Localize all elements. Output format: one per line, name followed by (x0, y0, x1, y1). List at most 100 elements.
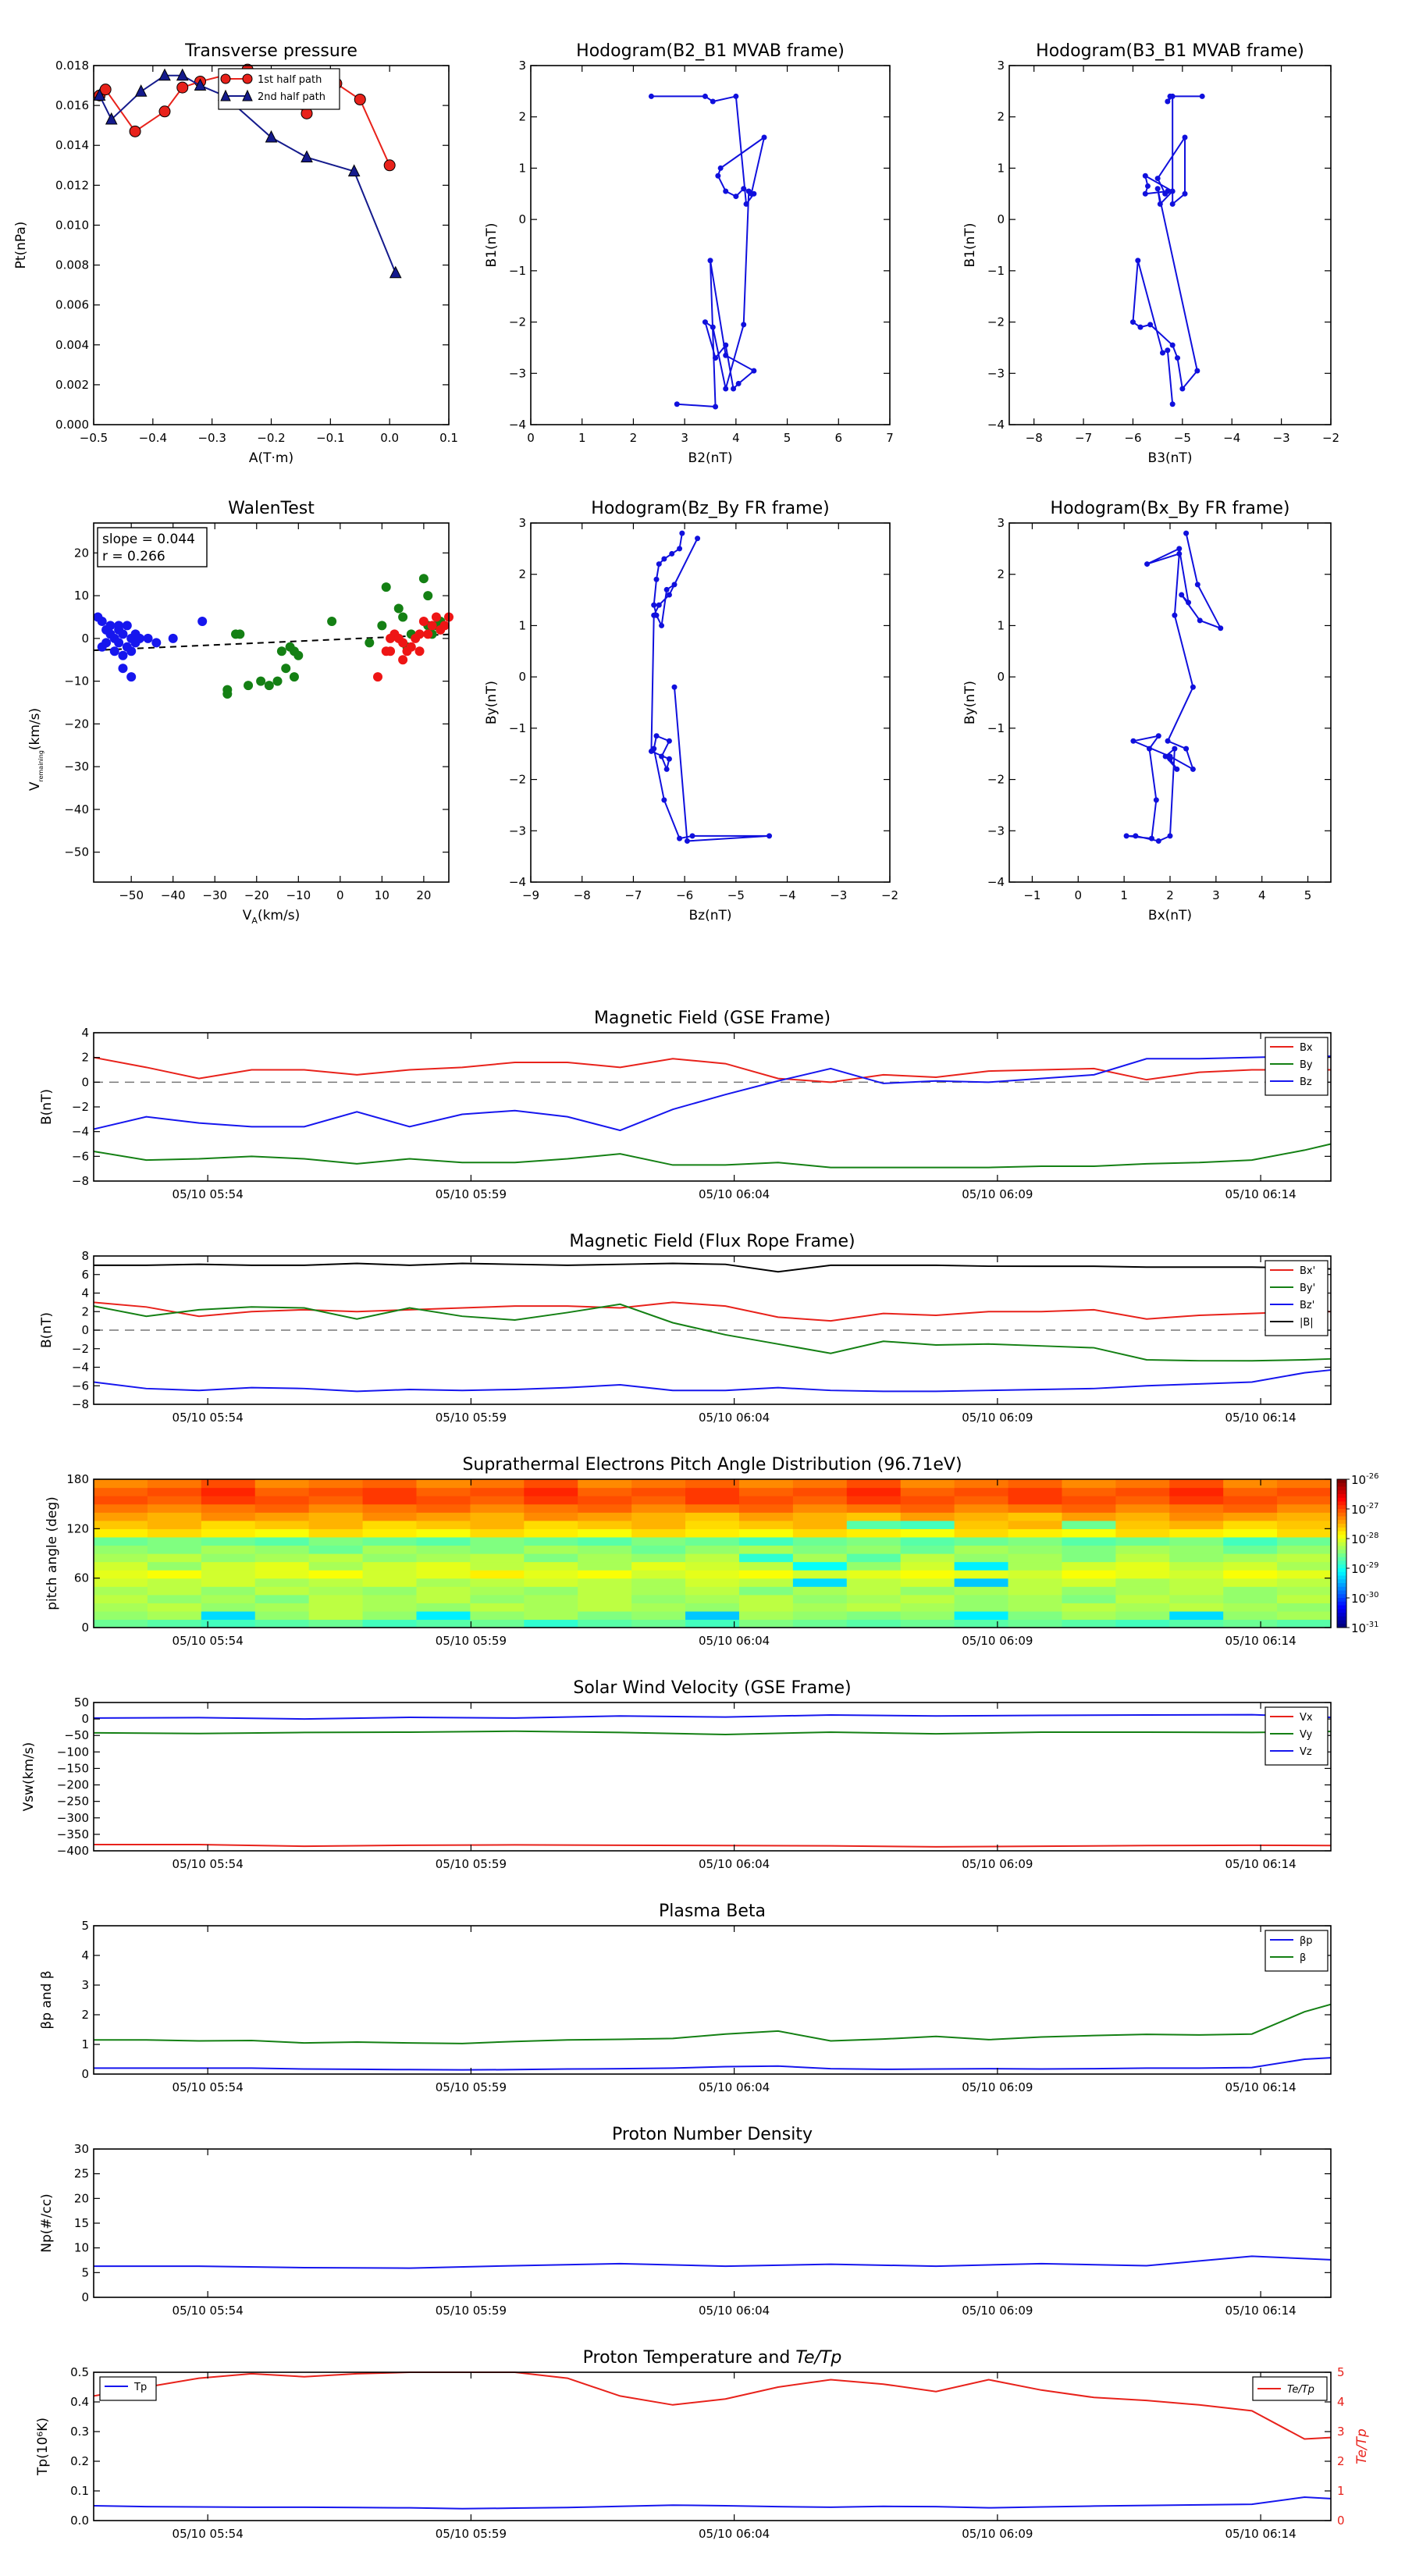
colorbar-tick-label: 10-31 (1351, 1621, 1378, 1635)
data-point (741, 186, 747, 192)
data-point (235, 629, 245, 639)
heatmap-cell (738, 1594, 794, 1603)
heatmap-cell (201, 1487, 256, 1496)
heatmap-cell (524, 1553, 578, 1563)
heatmap-cell (524, 1594, 578, 1603)
heatmap-cell (201, 1610, 256, 1621)
heatmap-cell (416, 1487, 471, 1496)
x-tick-label: 05/10 06:04 (699, 2304, 770, 2318)
y-axis-label: Vsw(km/s) (21, 1742, 37, 1812)
heatmap-cell (954, 1619, 1009, 1628)
heatmap-cell (524, 1545, 578, 1554)
heatmap-cell (201, 1520, 256, 1529)
data-point (1179, 592, 1185, 598)
heatmap-cell (1277, 1586, 1332, 1596)
colorbar-segment (1337, 1512, 1346, 1517)
y-axis-label: B(nT) (39, 1312, 55, 1348)
heatmap-cell (1277, 1503, 1332, 1513)
plot-frame (93, 2371, 1332, 2521)
heatmap-cell (578, 1512, 632, 1521)
heatmap-cell (416, 1553, 471, 1563)
heatmap-cell (254, 1619, 310, 1628)
heatmap-cell (94, 1487, 148, 1496)
data-point (97, 616, 107, 626)
colorbar-segment (1337, 1482, 1346, 1487)
heatmap-cell (362, 1536, 418, 1546)
heatmap-cell (1062, 1536, 1116, 1546)
legend-marker (220, 89, 231, 101)
x-tick-label: 05/10 05:54 (173, 2080, 244, 2094)
heatmap-cell (94, 1578, 148, 1587)
heatmap-cell (254, 1512, 310, 1521)
y-tick-label: 2 (81, 1051, 89, 1065)
y-tick-label: 5 (81, 2265, 89, 2279)
data-point (289, 672, 299, 682)
heatmap-cell (94, 1512, 148, 1521)
colorbar-segment (1337, 1575, 1346, 1580)
y-tick-label: 10 (74, 2241, 89, 2255)
heatmap-cell (738, 1496, 794, 1505)
data-point (1123, 833, 1129, 839)
heatmap-cell (94, 1496, 148, 1505)
y-tick-label: 0.002 (55, 378, 89, 392)
data-point (695, 535, 701, 542)
heatmap-cell (738, 1578, 794, 1587)
heatmap-cell (94, 1561, 148, 1571)
data-point (143, 633, 153, 643)
data-point (702, 93, 708, 99)
heatmap-cell (685, 1610, 740, 1621)
y-tick-label: 3 (997, 516, 1005, 530)
heatmap-cell (308, 1594, 364, 1603)
chart-pt: Transverse pressure −0.5 −0.4 −0.3 −0.2 −0.1 0… (13, 41, 458, 466)
heatmap-cell (685, 1503, 740, 1513)
x-tick-label: 05/10 06:09 (962, 1857, 1033, 1871)
heatmap-cell (94, 1570, 148, 1579)
heatmap-cell (201, 1578, 256, 1587)
y-right-tick-label: 3 (1337, 2425, 1345, 2439)
y-tick-label: −3 (987, 366, 1005, 380)
data-point (723, 386, 729, 392)
heatmap-cell (900, 1528, 955, 1538)
heatmap-cell (524, 1487, 578, 1496)
data-point (743, 201, 749, 207)
data-point (1154, 176, 1161, 182)
heatmap-cell (631, 1528, 686, 1538)
y-tick-label: 1 (997, 618, 1005, 632)
heatmap-cell (147, 1487, 202, 1496)
heatmap-cell (470, 1512, 525, 1521)
y-right-axis-label: Te/Tp (1354, 2428, 1370, 2464)
data-point (114, 638, 124, 648)
data-point (285, 642, 295, 652)
heatmap-cell (900, 1487, 955, 1496)
x-tick-label: 7 (886, 431, 894, 445)
data-point (389, 265, 402, 279)
x-axis-label-sub: A (251, 916, 258, 926)
heatmap-cell (1008, 1536, 1063, 1546)
colorbar-segment (1337, 1598, 1346, 1603)
heatmap-cell (578, 1528, 632, 1538)
heatmap-cell (147, 1503, 202, 1513)
heatmap-cell (147, 1536, 202, 1546)
heatmap-cell (254, 1520, 310, 1529)
heatmap-cell (631, 1570, 686, 1579)
series-line (94, 1262, 1332, 1273)
heatmap-cell (792, 1487, 848, 1496)
heatmap-cell (1223, 1487, 1278, 1496)
heatmap-cell (1062, 1586, 1116, 1596)
heatmap-cell (362, 1545, 418, 1554)
x-axis-label: B2(nT) (688, 450, 733, 466)
heatmap-cell (254, 1603, 310, 1612)
y-tick-label: −4 (987, 418, 1005, 432)
y-tick-label: 0.012 (55, 178, 89, 192)
heatmap-cell (524, 1610, 578, 1621)
data-point (1165, 188, 1171, 194)
heatmap-cell (416, 1520, 471, 1529)
colorbar-tick-label: 10-27 (1351, 1502, 1378, 1517)
heatmap-cell (738, 1610, 794, 1621)
heatmap-cell (1115, 1536, 1170, 1546)
y-tick-label: −6 (72, 1149, 89, 1163)
data-point (1182, 134, 1188, 141)
colorbar-segment (1337, 1616, 1346, 1621)
heatmap-cell (1115, 1594, 1170, 1603)
legend-marker (242, 73, 253, 84)
